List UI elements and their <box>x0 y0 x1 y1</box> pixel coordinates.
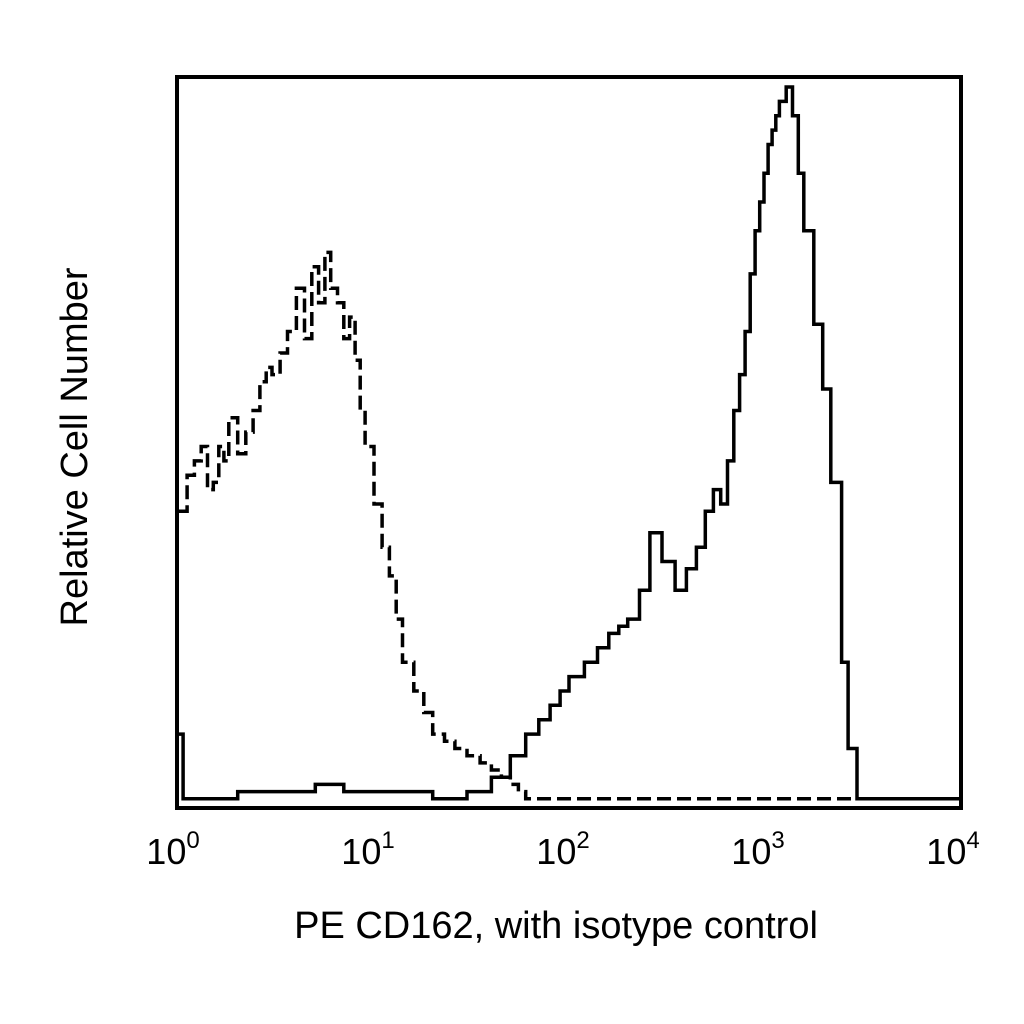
series-layer <box>179 85 959 801</box>
x-tick-label: 101 <box>341 827 394 872</box>
pe-cd162-histogram-line <box>179 85 959 801</box>
x-tick-label: 102 <box>536 827 589 872</box>
x-tick-label: 103 <box>731 827 784 872</box>
x-axis-label: PE CD162, with isotype control <box>294 905 818 947</box>
x-tick-labels: 100 101 102 103 104 <box>146 827 979 872</box>
y-axis-label: Relative Cell Number <box>54 267 96 626</box>
x-tick-label: 104 <box>926 827 979 872</box>
plot-frame <box>175 75 963 810</box>
x-tick-label: 100 <box>146 827 199 872</box>
